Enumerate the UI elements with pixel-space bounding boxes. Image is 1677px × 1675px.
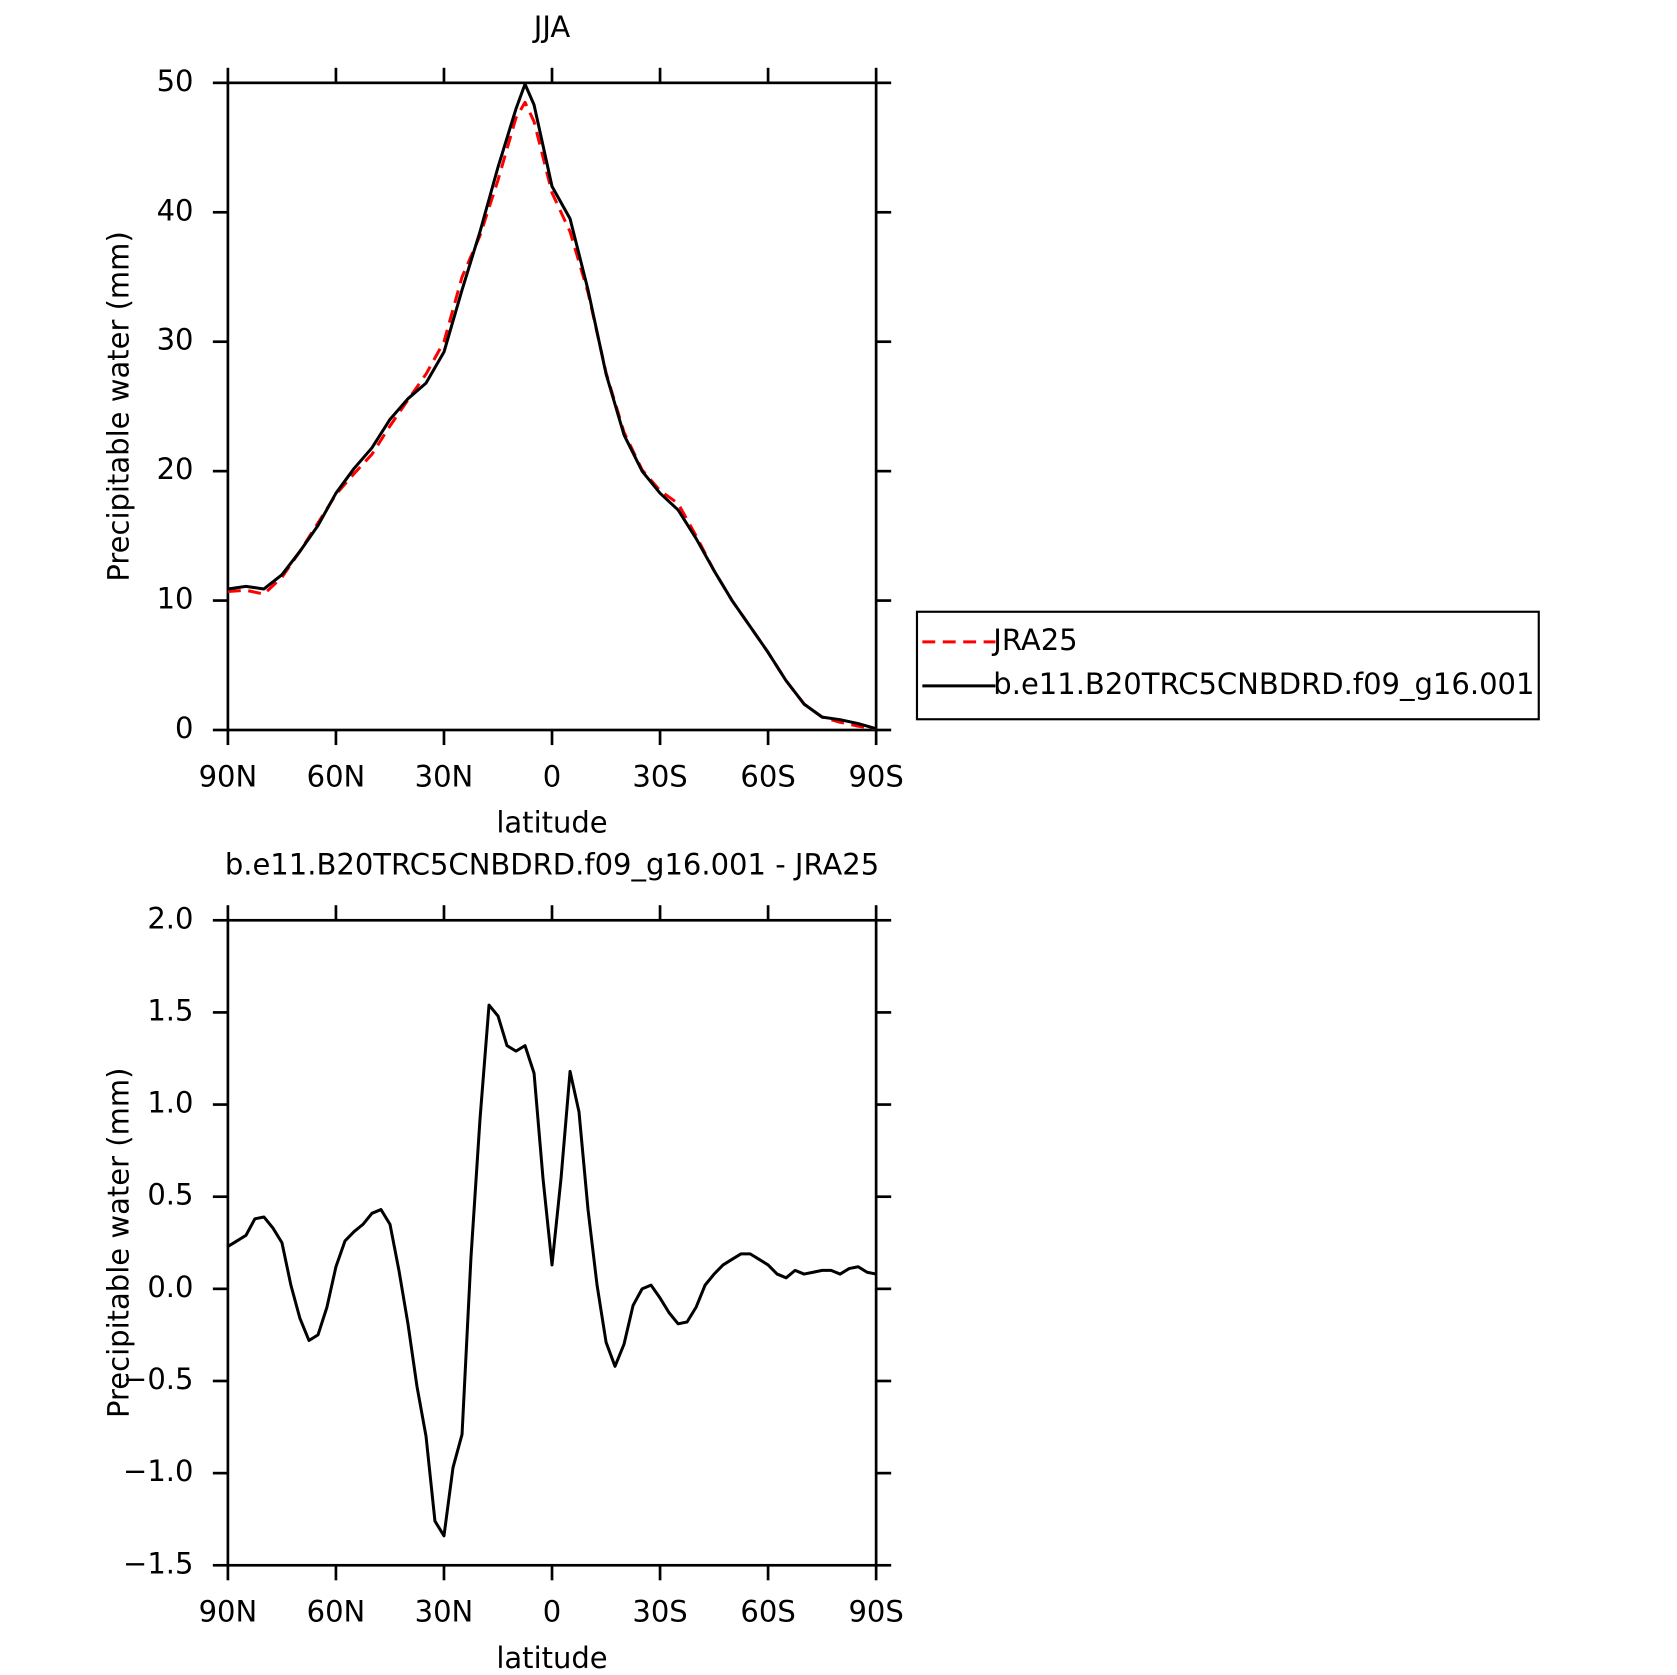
y-tick-label: −0.5 [123,1362,193,1396]
plot-frame [226,918,878,1567]
legend-box [915,610,1540,721]
chart-title: JJA [532,10,571,44]
y-tick-label: 50 [157,64,194,98]
x-tick-label: 90S [848,759,903,793]
y-tick-label: 20 [157,452,194,486]
x-tick-label: 0 [543,759,561,793]
y-tick-label: −1.5 [123,1546,193,1580]
x-tick-label: 30S [632,759,687,793]
legend-label: JRA25 [991,623,1077,657]
x-tick-label: 60N [307,759,366,793]
x-axis-label: latitude [496,806,607,840]
y-tick-label: 30 [157,323,194,357]
x-tick-label: 30S [632,1595,687,1629]
legend: JRA25 b.e11.B20TRC5CNBDRD.f09_g16.001 [915,610,1540,721]
y-tick-label: 0 [175,711,193,745]
x-tick-label: 90S [848,1595,903,1629]
y-axis-label: Precipitable water (mm) [101,1068,135,1418]
chart-title: b.e11.B20TRC5CNBDRD.f09_g16.001 - JRA25 [225,848,879,882]
y-tick-label: 1.0 [147,1086,193,1120]
data-line [227,100,877,731]
y-tick-label: 0.0 [147,1270,193,1304]
y-tick-label: 2.0 [147,901,193,935]
y-tick-label: 0.5 [147,1178,193,1212]
x-tick-label: 60S [740,759,795,793]
legend-label: b.e11.B20TRC5CNBDRD.f09_g16.001 [993,667,1534,701]
y-tick-label: −1.0 [123,1454,193,1488]
y-tick-label: 40 [157,193,194,227]
x-axis-label: latitude [496,1641,607,1675]
x-tick-label: 60N [307,1595,366,1629]
data-line [227,1003,877,1538]
y-tick-label: 10 [157,582,194,616]
x-tick-label: 90N [199,759,258,793]
x-tick-label: 0 [543,1595,561,1629]
x-tick-label: 30N [415,759,474,793]
x-tick-label: 60S [740,1595,795,1629]
y-tick-label: 1.5 [147,993,193,1027]
data-line [227,82,877,731]
x-tick-label: 90N [199,1595,258,1629]
plot-frame [226,81,878,732]
y-axis-label: Precipitable water (mm) [101,231,135,581]
x-tick-label: 30N [415,1595,474,1629]
